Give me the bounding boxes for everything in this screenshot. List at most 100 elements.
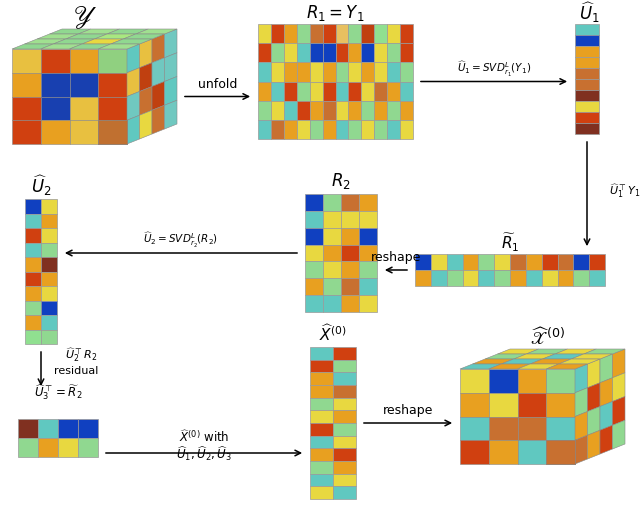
Bar: [341, 245, 359, 262]
Bar: [341, 228, 359, 245]
Bar: [310, 373, 333, 385]
Text: $\widehat{U}_2$: $\widehat{U}_2$: [31, 174, 51, 198]
Bar: [310, 411, 333, 423]
Bar: [41, 74, 70, 97]
Bar: [41, 200, 57, 214]
Bar: [284, 25, 297, 44]
Polygon shape: [588, 359, 600, 388]
Bar: [575, 36, 599, 47]
Polygon shape: [53, 40, 95, 45]
Polygon shape: [575, 388, 588, 417]
Bar: [387, 101, 400, 121]
Bar: [489, 417, 518, 440]
Bar: [362, 101, 374, 121]
Polygon shape: [588, 407, 600, 435]
Bar: [335, 63, 348, 82]
Polygon shape: [572, 354, 612, 359]
Polygon shape: [95, 35, 136, 40]
Bar: [575, 25, 599, 36]
Bar: [305, 228, 323, 245]
Bar: [25, 214, 41, 229]
Bar: [297, 63, 310, 82]
Bar: [494, 270, 510, 287]
Polygon shape: [612, 397, 625, 426]
Bar: [41, 287, 57, 301]
Bar: [460, 369, 489, 393]
Bar: [310, 448, 333, 461]
Bar: [362, 121, 374, 140]
Bar: [284, 82, 297, 101]
Bar: [362, 25, 374, 44]
Bar: [323, 296, 341, 313]
Bar: [310, 474, 333, 487]
Polygon shape: [485, 354, 526, 359]
Bar: [333, 487, 356, 499]
Text: $\widehat{U}_1, \widehat{U}_2, \widehat{U}_3$: $\widehat{U}_1, \widehat{U}_2, \widehat{…: [176, 444, 232, 462]
Polygon shape: [124, 35, 164, 40]
Polygon shape: [127, 45, 140, 74]
Bar: [447, 254, 463, 270]
Bar: [41, 330, 57, 344]
Bar: [359, 296, 377, 313]
Bar: [78, 419, 98, 438]
Bar: [99, 74, 127, 97]
Bar: [258, 25, 271, 44]
Bar: [575, 91, 599, 102]
Polygon shape: [24, 40, 66, 45]
Bar: [575, 80, 599, 91]
Bar: [547, 417, 575, 440]
Bar: [58, 419, 78, 438]
Bar: [341, 194, 359, 211]
Bar: [557, 270, 573, 287]
Bar: [575, 102, 599, 113]
Bar: [323, 228, 341, 245]
Bar: [310, 82, 323, 101]
Bar: [333, 474, 356, 487]
Polygon shape: [111, 40, 152, 45]
Bar: [333, 373, 356, 385]
Bar: [18, 419, 38, 438]
Bar: [526, 270, 541, 287]
Text: $\widehat{X}^{(0)}$: $\widehat{X}^{(0)}$: [319, 323, 347, 344]
Bar: [400, 121, 413, 140]
Bar: [333, 461, 356, 474]
Bar: [333, 411, 356, 423]
Bar: [41, 243, 57, 258]
Bar: [25, 301, 41, 316]
Bar: [374, 44, 387, 63]
Polygon shape: [526, 349, 568, 354]
Polygon shape: [164, 101, 177, 130]
Bar: [333, 360, 356, 373]
Bar: [297, 121, 310, 140]
Bar: [431, 270, 447, 287]
Bar: [38, 438, 58, 457]
Polygon shape: [127, 92, 140, 121]
Polygon shape: [152, 106, 164, 135]
Polygon shape: [49, 30, 91, 35]
Polygon shape: [127, 116, 140, 145]
Bar: [400, 25, 413, 44]
Text: $\widehat{U}_2^\top R_2$: $\widehat{U}_2^\top R_2$: [65, 346, 97, 364]
Bar: [374, 101, 387, 121]
Polygon shape: [472, 359, 514, 364]
Bar: [510, 254, 526, 270]
Bar: [70, 121, 99, 145]
Bar: [463, 254, 478, 270]
Bar: [489, 440, 518, 464]
Polygon shape: [107, 30, 148, 35]
Polygon shape: [152, 82, 164, 111]
Text: $\widehat{U}_1^\top Y_1$: $\widehat{U}_1^\top Y_1$: [609, 182, 640, 200]
Bar: [305, 194, 323, 211]
Polygon shape: [489, 364, 530, 369]
Text: $\widetilde{R}_1$: $\widetilde{R}_1$: [500, 232, 519, 253]
Bar: [12, 121, 41, 145]
Bar: [333, 398, 356, 411]
Bar: [341, 296, 359, 313]
Bar: [297, 25, 310, 44]
Bar: [341, 211, 359, 228]
Polygon shape: [501, 359, 543, 364]
Bar: [494, 254, 510, 270]
Bar: [573, 254, 589, 270]
Polygon shape: [82, 40, 124, 45]
Bar: [374, 63, 387, 82]
